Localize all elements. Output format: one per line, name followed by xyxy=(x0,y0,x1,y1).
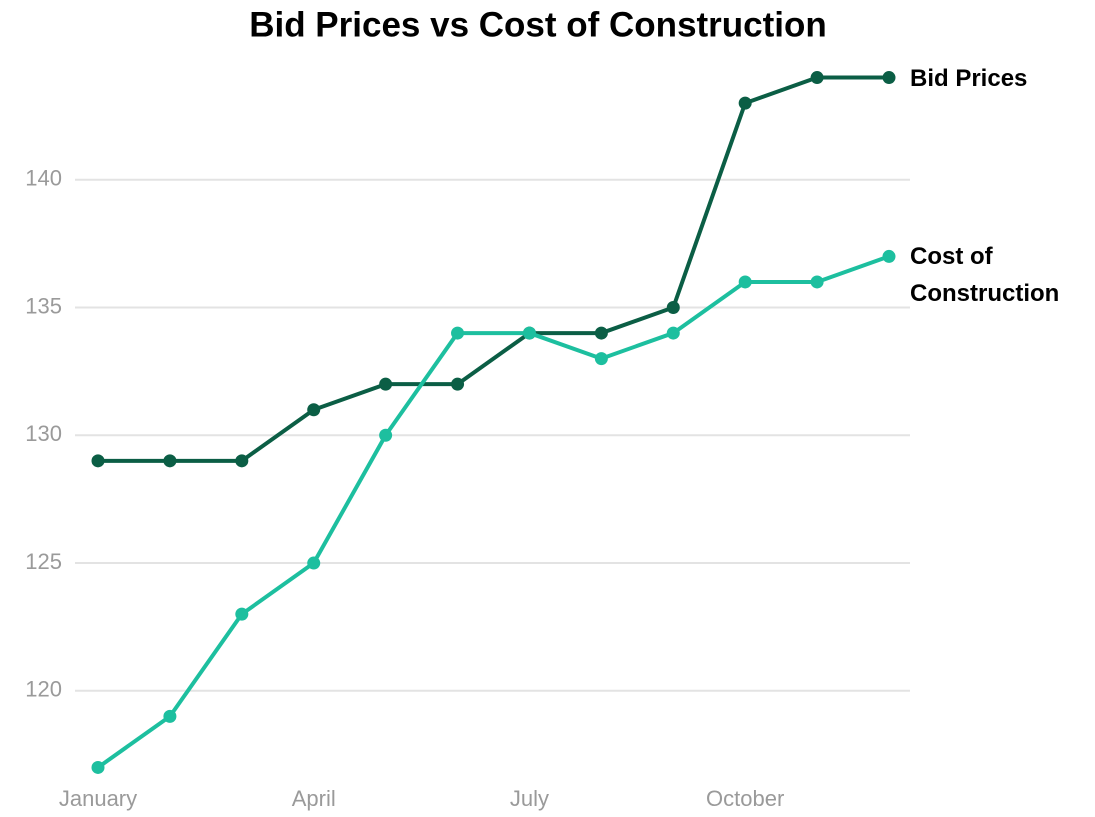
data-point xyxy=(451,326,465,340)
y-tick-label: 125 xyxy=(25,549,62,574)
data-point xyxy=(738,275,752,289)
data-point xyxy=(235,454,249,468)
x-tick-label: July xyxy=(510,786,549,811)
data-point xyxy=(163,709,177,723)
data-point xyxy=(91,454,105,468)
data-point xyxy=(594,326,608,340)
x-tick-label: October xyxy=(706,786,784,811)
y-tick-label: 140 xyxy=(25,166,62,191)
data-point xyxy=(666,301,680,315)
data-point xyxy=(379,377,393,391)
data-point xyxy=(91,760,105,774)
chart-title: Bid Prices vs Cost of Construction xyxy=(249,5,827,44)
data-point xyxy=(379,428,393,442)
data-point xyxy=(307,403,321,417)
series-line xyxy=(98,75,889,463)
data-point xyxy=(522,326,536,340)
data-point xyxy=(666,326,680,340)
data-point xyxy=(810,71,824,85)
x-tick-label: April xyxy=(292,786,336,811)
y-tick-label: 135 xyxy=(25,293,62,318)
data-point xyxy=(235,607,249,621)
series-label: Bid Prices xyxy=(910,64,1028,92)
series-line xyxy=(96,254,890,770)
series-label: Cost of Construction xyxy=(910,243,1060,308)
data-point xyxy=(882,249,896,263)
data-point xyxy=(163,454,177,468)
x-tick-label: January xyxy=(59,786,137,811)
data-point xyxy=(451,377,465,391)
data-point xyxy=(307,556,321,570)
data-point xyxy=(810,275,824,289)
y-tick-label: 120 xyxy=(25,677,62,702)
data-point xyxy=(882,71,896,85)
y-tick-label: 130 xyxy=(25,421,62,446)
data-point xyxy=(738,96,752,110)
data-point xyxy=(594,352,608,366)
